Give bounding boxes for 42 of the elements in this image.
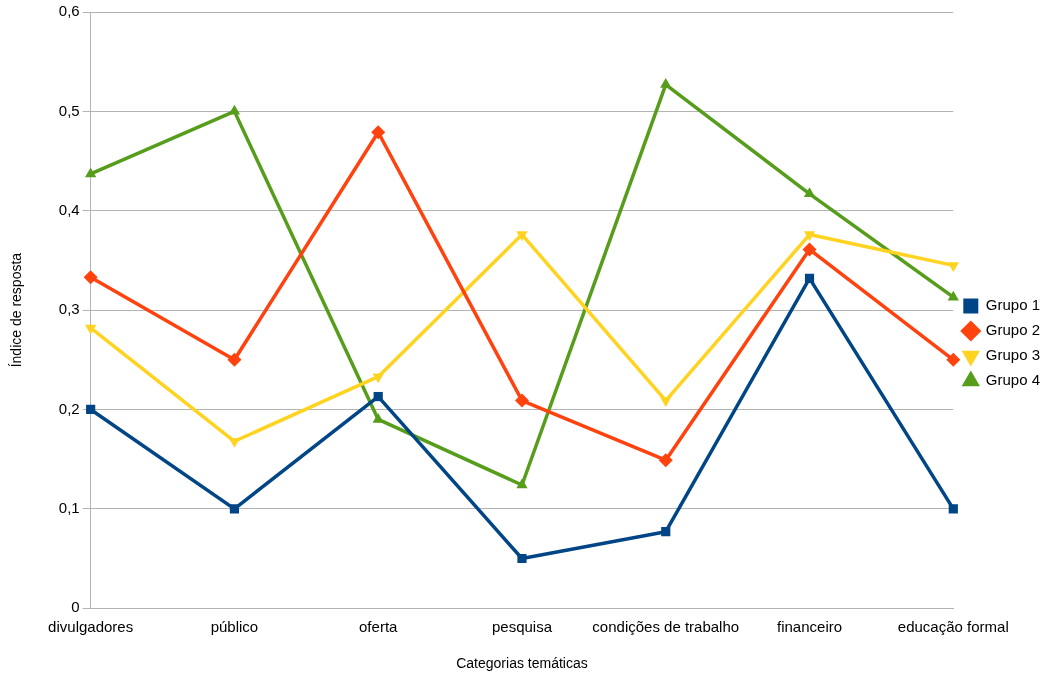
point	[86, 404, 96, 415]
y-tick-label: 0	[71, 598, 80, 616]
point	[947, 262, 959, 272]
point	[516, 478, 528, 489]
point	[804, 273, 815, 283]
point	[658, 453, 673, 468]
point	[660, 397, 672, 408]
point	[83, 270, 98, 285]
point	[802, 242, 817, 257]
point	[660, 78, 672, 88]
point	[371, 125, 386, 140]
legend-label: Grupo 4	[985, 371, 1040, 389]
point	[227, 352, 242, 367]
legend-label: Grupo 3	[985, 346, 1040, 364]
x-tick-label: educação formal	[897, 618, 1009, 636]
point	[372, 373, 384, 384]
x-tick-label: pesquisa	[491, 618, 553, 636]
y-tick-label: 0,6	[58, 2, 80, 20]
point	[948, 504, 958, 514]
point	[229, 504, 240, 514]
x-tick-label: público	[210, 618, 259, 636]
x-tick-label: oferta	[359, 618, 399, 636]
y-tick-label: 0,5	[58, 101, 80, 119]
x-tick-label: divulgadores	[48, 618, 134, 636]
point	[946, 352, 961, 367]
legend-label: Grupo 2	[985, 321, 1040, 339]
point	[514, 393, 529, 408]
y-tick-label: 0,3	[58, 300, 80, 318]
y-tick-label: 0,4	[58, 200, 80, 218]
point	[85, 167, 97, 178]
point	[661, 527, 671, 537]
point	[803, 187, 816, 198]
x-tick-label: condições de trabalho	[592, 618, 740, 636]
point	[517, 553, 527, 564]
x-axis-title: Categorias temáticas	[456, 655, 588, 672]
y-tick-label: 0,2	[58, 399, 80, 417]
y-tick-label: 0,1	[58, 498, 80, 516]
point	[85, 324, 97, 335]
legend-label: Grupo 1	[985, 296, 1040, 314]
x-tick-label: financeiro	[777, 618, 843, 636]
y-axis-title: Índice de resposta	[8, 252, 25, 368]
point	[373, 391, 383, 402]
